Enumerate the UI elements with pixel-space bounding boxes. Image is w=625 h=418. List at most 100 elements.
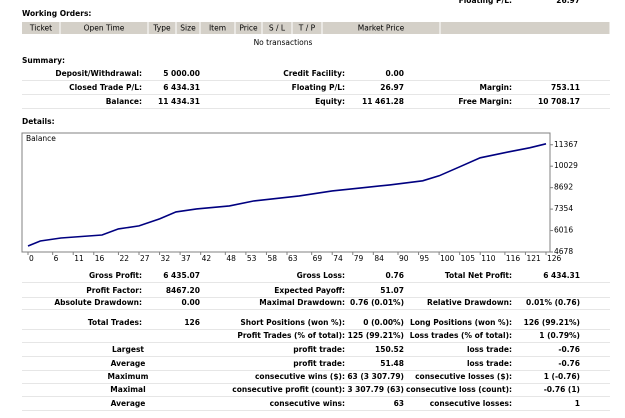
field-value: 0.76	[385, 271, 404, 280]
x-tick-label: 110	[481, 254, 496, 263]
field-label: Closed Trade P/L:	[69, 83, 142, 92]
column-header: Type	[152, 24, 171, 33]
field-label: Maximal Drawdown:	[259, 298, 345, 307]
x-tick-label: 37	[181, 254, 191, 263]
field-label: Relative Drawdown:	[427, 298, 512, 307]
chart-label: Balance	[26, 134, 56, 143]
column-header: T / P	[298, 24, 316, 33]
column-header: Price	[239, 24, 258, 33]
field-value: 26.97	[380, 83, 404, 92]
empty-message: No transactions	[254, 38, 313, 47]
field-label: profit trade:	[293, 359, 345, 368]
field-label: consecutive loss (count):	[406, 385, 512, 394]
field-value: -0.76	[558, 359, 580, 368]
field-value: 0.00	[385, 69, 404, 78]
section-title: Working Orders:	[22, 9, 91, 18]
x-tick-label: 126	[547, 254, 562, 263]
x-tick-label: 105	[461, 254, 476, 263]
field-label: Credit Facility:	[283, 69, 345, 78]
field-value: 1	[575, 399, 580, 408]
field-label: loss trade:	[467, 359, 512, 368]
column-header: Item	[209, 24, 226, 33]
x-tick-label: 116	[506, 254, 521, 263]
field-label: loss trade:	[467, 345, 512, 354]
field-value: 51.07	[380, 286, 404, 295]
x-tick-label: 79	[354, 254, 364, 263]
x-tick-label: 53	[247, 254, 257, 263]
x-tick-label: 27	[140, 254, 150, 263]
field-value: 1 (-0.76)	[544, 372, 580, 381]
column-header: Open Time	[84, 24, 125, 33]
field-value: 126	[184, 318, 200, 327]
field-value: -0.76 (1)	[544, 385, 580, 394]
group-label: Maximal	[110, 385, 145, 394]
field-value: 11 434.31	[158, 97, 200, 106]
x-tick-label: 42	[202, 254, 212, 263]
x-tick-label: 63	[288, 254, 298, 263]
column-header: Size	[180, 24, 196, 33]
x-tick-label: 32	[161, 254, 171, 263]
x-tick-label: 48	[226, 254, 236, 263]
field-value: -0.76	[558, 345, 580, 354]
field-value: 6 434.31	[543, 271, 580, 280]
x-tick-label: 69	[313, 254, 323, 263]
x-tick-label: 6	[54, 254, 59, 263]
field-label: Gross Profit:	[89, 271, 142, 280]
field-label: Total Net Profit:	[445, 271, 512, 280]
field-label: consecutive profit (count):	[232, 385, 345, 394]
field-value: 126 (99.21%)	[524, 318, 580, 327]
balance-line	[27, 143, 547, 247]
field-value: 6 435.07	[163, 271, 200, 280]
x-tick-label: 16	[95, 254, 105, 263]
group-label: Average	[111, 359, 146, 368]
field-label: Total Trades:	[88, 318, 142, 327]
field-label: consecutive losses:	[430, 399, 512, 408]
field-value: 51.48	[380, 359, 404, 368]
field-label: consecutive losses ($):	[415, 372, 512, 381]
field-label: profit trade:	[293, 345, 345, 354]
x-tick-label: 11	[74, 254, 84, 263]
y-tick-label: 4678	[554, 247, 573, 256]
field-value: 0 (0.00%)	[363, 318, 404, 327]
column-header: S / L	[269, 24, 286, 33]
field-value: 63	[394, 399, 404, 408]
field-label: consecutive wins:	[270, 399, 345, 408]
field-label: Long Positions (won %):	[410, 318, 512, 327]
column-header: Market Price	[358, 24, 405, 33]
x-tick-label: 74	[333, 254, 343, 263]
field-label: Balance:	[106, 97, 142, 106]
group-label: Average	[111, 399, 146, 408]
column-header: Ticket	[29, 24, 52, 33]
field-label: Floating P/L:	[292, 83, 345, 92]
field-value: 0.01% (0.76)	[526, 298, 580, 307]
section-title: Summary:	[22, 56, 65, 65]
y-tick-label: 7354	[554, 204, 573, 213]
group-label: Maximum	[108, 372, 149, 381]
field-value: 3 307.79 (63)	[347, 385, 404, 394]
x-tick-label: 58	[267, 254, 277, 263]
field-value: 8467.20	[166, 286, 200, 295]
field-label: Margin:	[479, 83, 512, 92]
x-tick-label: 22	[119, 254, 129, 263]
field-label: Short Positions (won %):	[240, 318, 345, 327]
floating-label: Floating P/L:	[459, 0, 512, 5]
field-label: Loss trades (% of total):	[410, 331, 512, 340]
chart-frame	[21, 132, 551, 253]
field-value: 753.11	[551, 83, 580, 92]
field-label: consecutive wins ($):	[255, 372, 345, 381]
field-value: 1 (0.79%)	[539, 331, 580, 340]
group-label: Largest	[112, 345, 144, 354]
x-tick-label: 90	[399, 254, 409, 263]
x-tick-label: 121	[526, 254, 541, 263]
field-label: Equity:	[315, 97, 345, 106]
field-label: Gross Loss:	[297, 271, 345, 280]
field-label: Expected Payoff:	[274, 286, 345, 295]
field-value: 0.00	[181, 298, 200, 307]
field-label: Profit Trades (% of total):	[237, 331, 345, 340]
field-value: 0.76 (0.01%)	[350, 298, 404, 307]
header-row	[22, 22, 610, 34]
field-value: 150.52	[375, 345, 404, 354]
y-tick-label: 8692	[554, 183, 573, 192]
